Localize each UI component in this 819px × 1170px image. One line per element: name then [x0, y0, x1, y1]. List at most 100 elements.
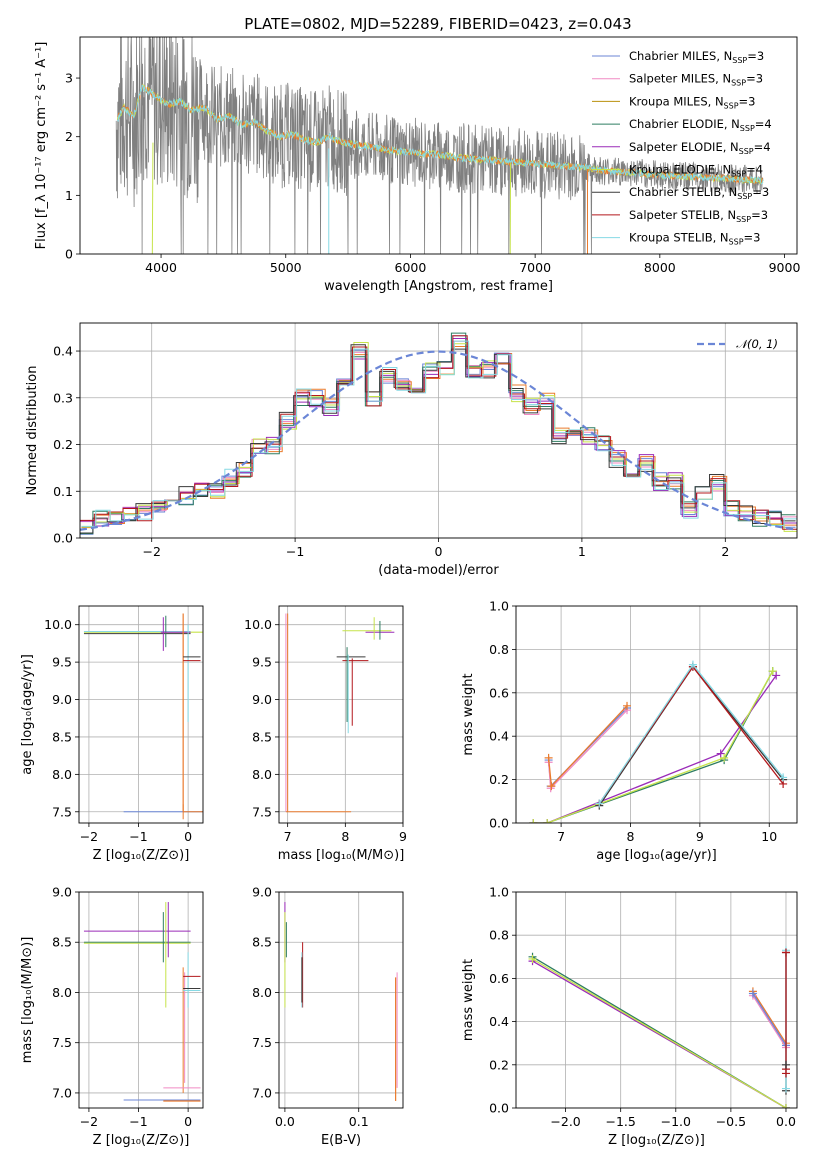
plot-area: [516, 892, 797, 1108]
y-tick-label: 2: [65, 129, 73, 144]
y-tick-label: 0.2: [489, 772, 509, 787]
axes-age-vs-Z: −2 −1 0 7.5 8.0 8.5 9.0 9.5 10.0 Z [log₁₀(Z/Z⊙)] a…: [20, 605, 204, 863]
y-tick-label: 9.0: [252, 885, 272, 900]
mass-weight-line: [752, 991, 787, 1044]
legend-entry: Chabrier MILES, NSSP=3: [629, 49, 764, 65]
y-tick-label: 0: [65, 247, 73, 262]
mass-weight-line: [533, 670, 774, 823]
histogram-step: [80, 335, 797, 530]
x-tick-label: 9000: [769, 260, 801, 275]
legend-rest: =4: [754, 140, 771, 154]
y-tick-label: 8.0: [52, 985, 72, 1000]
mass-weight-point: [768, 667, 777, 676]
y-tick-label: 9.5: [252, 655, 272, 670]
axes-frame: [515, 891, 798, 1109]
y-tick-label: 0.1: [53, 484, 73, 499]
y-tick-label: 7.0: [52, 1085, 72, 1100]
y-tick-label: 9.5: [52, 655, 72, 670]
mass-weight-line: [598, 665, 784, 804]
x-tick-label: 2: [721, 544, 729, 559]
y-tick-label: 1: [65, 188, 73, 203]
frame: −2 −1 0 1 2 0.0 0.1 0.2 0.3 0.4 (data-model)/error…: [25, 322, 798, 578]
y-tick-label: 0.6: [489, 685, 509, 700]
histogram-step: [81, 346, 797, 529]
y-tick-label: 0.0: [489, 816, 509, 831]
x-tick-label: 7000: [519, 260, 551, 275]
legend-rest: =3: [752, 185, 769, 199]
y-axis-label: Flux [f_λ 10⁻¹⁷ erg cm⁻² s⁻¹ A⁻¹]: [34, 42, 49, 250]
legend-subscript: SSP: [739, 147, 754, 156]
frame: −2.0 −1.5 −1.0 −0.5 0.0 0.0 0.2 0.4 0.6 0.8 1.0 Z […: [461, 885, 798, 1148]
x-tick-label: −1: [286, 544, 304, 559]
mass-weight-line: [752, 993, 787, 1046]
x-tick-label: 0.0: [275, 1114, 295, 1129]
legend-entry: Salpeter ELODIE, NSSP=4: [629, 140, 771, 156]
y-tick-label: 0.4: [489, 1014, 509, 1029]
mass-weight-point: [781, 1084, 790, 1093]
mass-weight-point: [781, 1104, 790, 1108]
y-tick-label: 0.4: [53, 344, 73, 359]
mass-weight-point: [781, 1060, 790, 1069]
legend-rest: =3: [751, 208, 768, 222]
normal-curve: [80, 350, 797, 531]
x-tick-label: −1.0: [661, 1114, 691, 1129]
y-axis-label: Normed distribution: [25, 366, 40, 496]
y-tick-label: 9.0: [252, 692, 272, 707]
axes-frame: [278, 605, 404, 824]
x-tick-label: 0: [435, 544, 443, 559]
x-tick-label: 0.0: [776, 1114, 796, 1129]
y-tick-label: 7.5: [252, 804, 272, 819]
figure-title: PLATE=0802, MJD=52289, FIBERID=0423, z=0…: [244, 15, 631, 33]
legend-subscript: SSP: [731, 170, 746, 179]
y-tick-label: 0.2: [53, 437, 73, 452]
plot-area: [79, 892, 203, 1108]
mass-weight-point: [623, 701, 632, 710]
mass-weight-point: [779, 773, 788, 782]
model-spectrum-line: [117, 84, 764, 185]
x-axis-label: Z [log₁₀(Z/Z⊙)]: [93, 1133, 190, 1148]
x-axis-label: mass [log₁₀(M/M⊙)]: [278, 848, 405, 863]
x-tick-label: 9: [399, 829, 407, 844]
y-tick-label: 7.5: [52, 1035, 72, 1050]
mass-weight-point: [781, 948, 790, 957]
x-tick-label: 0: [184, 829, 192, 844]
x-tick-label: 0: [184, 1114, 192, 1129]
mass-weight-line: [532, 958, 787, 1108]
y-tick-label: 0.2: [489, 1057, 509, 1072]
x-axis-label: age [log₁₀(age/yr)]: [596, 848, 717, 863]
legend-subscript: SSP: [724, 101, 739, 110]
y-axis-label: age [log₁₀(age/yr)]: [20, 654, 35, 775]
x-axis-label: E(B-V): [321, 1133, 361, 1148]
frame: 7 8 9 7.5 8.0 8.5 9.0 9.5 10.0 mass [log₁₀(M/M⊙)]: [244, 605, 407, 863]
y-tick-label: 8.0: [252, 767, 272, 782]
legend-subscript: SSP: [740, 124, 755, 133]
x-tick-label: −1.5: [606, 1114, 636, 1129]
mass-weight-line: [547, 705, 628, 788]
axes-frame: [79, 322, 798, 539]
x-tick-label: 8: [627, 829, 635, 844]
y-tick-label: 0.4: [489, 729, 509, 744]
x-axis-label: (data-model)/error: [378, 563, 499, 578]
y-tick-label: 8.5: [52, 729, 72, 744]
plot-area: [80, 323, 797, 538]
mass-weight-line: [533, 670, 774, 823]
frame: 0.0 0.1 7.0 7.5 8.0 8.5 9.0 E(B-V): [252, 885, 404, 1148]
frame: −2 −1 0 7.0 7.5 8.0 8.5 9.0 Z [log₁₀(Z/Z⊙)] mass …: [20, 885, 204, 1148]
axes-frame: [78, 605, 204, 824]
axes-frame: [78, 891, 204, 1109]
y-tick-label: 8.0: [52, 767, 72, 782]
axes-residuals: −2 −1 0 1 2 0.0 0.1 0.2 0.3 0.4 (data-model)/error…: [25, 322, 798, 578]
mass-weight-point: [720, 753, 729, 762]
model-dip: [151, 142, 154, 254]
y-tick-label: 0.6: [489, 971, 509, 986]
legend-rest: =4: [755, 117, 772, 131]
axes-frame: [79, 36, 798, 255]
mass-weight-point: [688, 660, 697, 669]
x-tick-label: −1: [129, 829, 147, 844]
legend-rest: =3: [746, 72, 763, 86]
mass-weight-point: [543, 819, 552, 823]
legend-rest: =4: [746, 163, 763, 177]
mass-weight-line: [533, 675, 777, 823]
x-tick-label: 7: [557, 829, 565, 844]
axes-mass-vs-Z: −2 −1 0 7.0 7.5 8.0 8.5 9.0 Z [log₁₀(Z/Z⊙)] mass …: [20, 885, 204, 1148]
